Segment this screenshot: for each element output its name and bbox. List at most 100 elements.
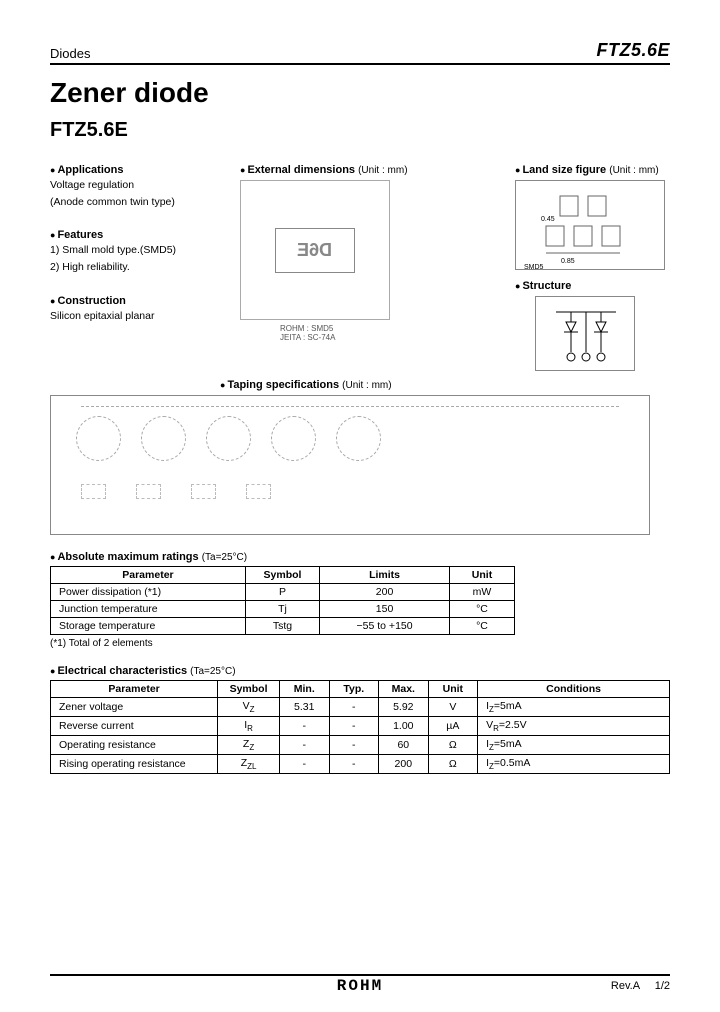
brand-logo: ROHM: [337, 977, 383, 995]
th-typ: Typ.: [329, 681, 379, 698]
table1-ta: (Ta=25°C): [202, 552, 247, 563]
pkg-rohm: ROHM : SMD5: [280, 324, 505, 333]
ratings-table: Parameter Symbol Limits Unit Power dissi…: [50, 566, 515, 635]
cell: VR=2.5V: [478, 717, 670, 736]
construction-head: Construction: [50, 295, 230, 307]
table2-ta: (Ta=25°C): [190, 666, 235, 677]
land-section: Land size figure (Unit : mm) 0.45 0.85 S…: [515, 164, 670, 270]
page-header: Diodes FTZ5.6E: [50, 40, 670, 65]
cell: 1.00: [379, 717, 429, 736]
land-pkg: SMD5: [524, 264, 543, 271]
category-label: Diodes: [50, 46, 90, 61]
pkg-jeita: JEITA : SC-74A: [280, 333, 505, 342]
cell: −55 to +150: [320, 618, 450, 635]
th-unit: Unit: [428, 681, 478, 698]
cell: IZ=5mA: [478, 736, 670, 755]
cell: Ω: [428, 755, 478, 774]
elec-table: Parameter Symbol Min. Typ. Max. Unit Con…: [50, 680, 670, 774]
cell: IR: [218, 717, 280, 736]
middle-column: External dimensions (Unit : mm) D6E ROHM…: [240, 164, 505, 371]
table-row: Zener voltage VZ 5.31 - 5.92 V IZ=5mA: [51, 698, 670, 717]
cell: 200: [379, 755, 429, 774]
cell: -: [329, 717, 379, 736]
land-svg: [516, 181, 666, 271]
cell: -: [280, 717, 330, 736]
cell: Operating resistance: [51, 736, 218, 755]
cell: Reverse current: [51, 717, 218, 736]
cell: mW: [450, 584, 515, 601]
cell: 60: [379, 736, 429, 755]
features-item1: 1) Small mold type.(SMD5): [50, 243, 230, 258]
tape-pocket: [141, 416, 186, 461]
th-param: Parameter: [51, 681, 218, 698]
header-part-number: FTZ5.6E: [596, 40, 670, 61]
cell: Junction temperature: [51, 601, 246, 618]
main-title: Zener diode: [50, 77, 670, 109]
th-min: Min.: [280, 681, 330, 698]
cell: µA: [428, 717, 478, 736]
ext-dim-section: External dimensions (Unit : mm) D6E ROHM…: [240, 164, 505, 342]
table-row: Reverse current IR - - 1.00 µA VR=2.5V: [51, 717, 670, 736]
th-symbol: Symbol: [245, 567, 319, 584]
th-symbol: Symbol: [218, 681, 280, 698]
table1-footnote: (*1) Total of 2 elements: [50, 638, 670, 649]
ext-dim-head: External dimensions: [240, 164, 355, 176]
features-item2: 2) High reliability.: [50, 260, 230, 275]
table-row: Operating resistance ZZ - - 60 Ω IZ=5mA: [51, 736, 670, 755]
content-row: Applications Voltage regulation (Anode c…: [50, 164, 670, 371]
cell: -: [280, 755, 330, 774]
land-unit: (Unit : mm): [609, 165, 658, 176]
table2-title-text: Electrical characteristics: [50, 665, 187, 677]
construction-section: Construction Silicon epitaxial planar: [50, 295, 230, 324]
cell: 200: [320, 584, 450, 601]
applications-head: Applications: [50, 164, 230, 176]
cell: -: [280, 736, 330, 755]
th-unit: Unit: [450, 567, 515, 584]
ext-dim-drawing: D6E: [240, 180, 390, 320]
th-param: Parameter: [51, 567, 246, 584]
taping-section: Taping specifications (Unit : mm): [50, 379, 670, 535]
cell: Ω: [428, 736, 478, 755]
cell: P: [245, 584, 319, 601]
taping-unit: (Unit : mm): [342, 380, 391, 391]
ratings-table-section: Absolute maximum ratings (Ta=25°C) Param…: [50, 551, 670, 649]
elec-table-section: Electrical characteristics (Ta=25°C) Par…: [50, 665, 670, 774]
structure-section: Structure: [515, 280, 670, 371]
construction-text: Silicon epitaxial planar: [50, 309, 230, 324]
applications-section: Applications Voltage regulation (Anode c…: [50, 164, 230, 209]
structure-svg: [536, 297, 636, 372]
ext-dim-unit: (Unit : mm): [358, 165, 407, 176]
cell: Tstg: [245, 618, 319, 635]
table-header-row: Parameter Symbol Limits Unit: [51, 567, 515, 584]
cell: V: [428, 698, 478, 717]
table-row: Junction temperature Tj 150 °C: [51, 601, 515, 618]
tape-pocket: [206, 416, 251, 461]
tape-pocket: [336, 416, 381, 461]
cell: Storage temperature: [51, 618, 246, 635]
cell: 150: [320, 601, 450, 618]
table-row: Rising operating resistance ZZL - - 200 …: [51, 755, 670, 774]
table-row: Power dissipation (*1) P 200 mW: [51, 584, 515, 601]
pkg-note: ROHM : SMD5 JEITA : SC-74A: [280, 324, 505, 342]
land-head: Land size figure: [515, 164, 606, 176]
tape-pocket: [271, 416, 316, 461]
features-section: Features 1) Small mold type.(SMD5) 2) Hi…: [50, 229, 230, 274]
cell: °C: [450, 618, 515, 635]
table-header-row: Parameter Symbol Min. Typ. Max. Unit Con…: [51, 681, 670, 698]
table1-title-text: Absolute maximum ratings: [50, 551, 199, 563]
cell: IZ=0.5mA: [478, 755, 670, 774]
cell: -: [329, 698, 379, 717]
th-cond: Conditions: [478, 681, 670, 698]
cell: Tj: [245, 601, 319, 618]
table-row: Storage temperature Tstg −55 to +150 °C: [51, 618, 515, 635]
tape-pocket: [76, 416, 121, 461]
rev-label: Rev.A: [611, 980, 640, 992]
marking-text: D6E: [297, 240, 332, 261]
cell: Rising operating resistance: [51, 755, 218, 774]
left-column: Applications Voltage regulation (Anode c…: [50, 164, 230, 371]
th-max: Max.: [379, 681, 429, 698]
taping-head: Taping specifications: [220, 379, 339, 391]
cell: Power dissipation (*1): [51, 584, 246, 601]
part-title: FTZ5.6E: [50, 119, 670, 142]
cell: -: [329, 736, 379, 755]
